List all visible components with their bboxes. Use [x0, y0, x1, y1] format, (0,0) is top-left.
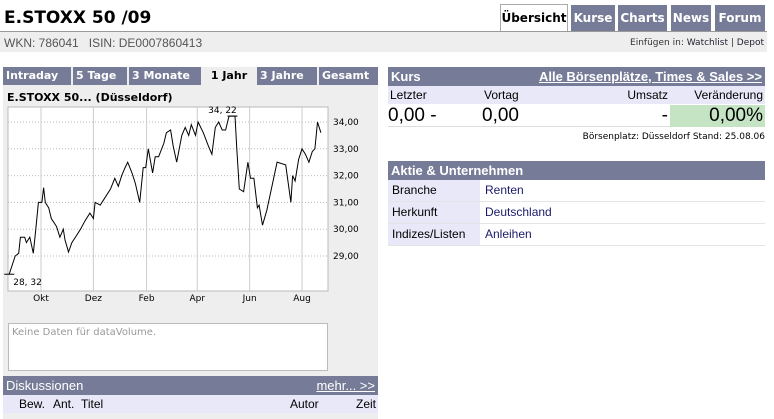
info-row-herkunft: Herkunft Deutschland: [388, 202, 765, 224]
watchlist-link[interactable]: Watchlist: [686, 38, 728, 48]
plot-area: [7, 106, 329, 292]
col-titel[interactable]: Titel: [81, 397, 104, 411]
chart-tab-1-jahr[interactable]: 1 Jahr: [203, 67, 255, 85]
row-label: Herkunft: [388, 202, 480, 223]
row-value-link[interactable]: Deutschland: [485, 205, 552, 219]
info-row-branche: Branche Renten: [388, 180, 765, 202]
row-value-link[interactable]: Anleihen: [485, 227, 532, 241]
row-label: Indizes/Listen: [388, 224, 480, 245]
discussions-columns: Bew. Ant. Titel Autor Zeit: [3, 395, 378, 413]
y-tick-label: 32,00: [333, 172, 359, 182]
value-veraenderung: 0,00%: [709, 105, 763, 126]
price-line: [8, 115, 322, 275]
more-discussions-link[interactable]: mehr... >>: [316, 378, 375, 393]
y-tick-label: 34,00: [333, 118, 359, 128]
kurs-values: 0,00 - 0,00 - 0,00%: [388, 104, 765, 127]
security-ids: WKN: 786041 ISIN: DE0007860413: [4, 36, 202, 50]
aktie-header: Aktie & Unternehmen: [388, 161, 765, 180]
label-vortag: Vortag: [484, 88, 519, 102]
all-exchanges-link[interactable]: Alle Börsenplätze, Times & Sales >>: [538, 69, 762, 84]
x-tick-label: Feb: [139, 294, 155, 304]
y-tick-label: 30,00: [333, 225, 359, 235]
id-bar: [0, 32, 767, 52]
chart-title: E.STOXX 50... (Düsseldorf): [7, 91, 173, 104]
tab-forum[interactable]: Forum: [715, 5, 765, 31]
kurs-header: Kurs Alle Börsenplätze, Times & Sales >>: [388, 67, 765, 86]
tab-uebersicht[interactable]: Übersicht: [500, 4, 568, 32]
chart-tab-5-tage[interactable]: 5 Tage: [73, 67, 127, 85]
info-row-indizes: Indizes/Listen Anleihen: [388, 224, 765, 246]
y-tick-label: 33,00: [333, 145, 359, 155]
chart-tab-3-jahre[interactable]: 3 Jahre: [257, 67, 317, 85]
divider: [0, 31, 767, 32]
aktie-title: Aktie & Unternehmen: [391, 163, 524, 178]
insert-label: Einfügen in:: [630, 38, 684, 48]
col-ant[interactable]: Ant.: [53, 397, 75, 411]
chart-tab-3-monate[interactable]: 3 Monate: [129, 67, 201, 85]
x-tick-label: Aug: [293, 294, 311, 304]
label-letzter: Letzter: [390, 88, 427, 102]
y-tick-label: 31,00: [333, 198, 359, 208]
x-tick-label: Okt: [33, 294, 49, 304]
row-label: Branche: [388, 180, 480, 201]
separator: |: [730, 38, 734, 48]
tab-news[interactable]: News: [671, 5, 711, 31]
label-veraenderung: Veränderung: [694, 88, 763, 102]
x-tick-label: Dez: [85, 294, 102, 304]
kurs-title: Kurs: [391, 69, 421, 84]
value-letzter: 0,00 -: [388, 105, 437, 126]
min-label: 28, 32: [13, 278, 42, 288]
x-tick-label: Jun: [242, 294, 257, 304]
col-autor[interactable]: Autor: [290, 397, 319, 411]
insert-links: Einfügen in: Watchlist | Depot: [630, 38, 764, 48]
max-label: 34, 22: [208, 106, 237, 116]
change-highlight: [670, 105, 765, 127]
x-tick-label: Apr: [189, 294, 205, 304]
col-bew[interactable]: Bew.: [19, 397, 46, 411]
label-umsatz: Umsatz: [627, 88, 668, 102]
tab-kurse[interactable]: Kurse: [571, 5, 615, 31]
kurs-labels: Letzter Vortag Umsatz Veränderung: [388, 86, 765, 104]
value-umsatz: -: [661, 105, 668, 126]
wkn: WKN: 786041: [4, 36, 79, 50]
tab-charts[interactable]: Charts: [618, 5, 667, 31]
row-value-link[interactable]: Renten: [485, 183, 524, 197]
page-title: E.STOXX 50 /09: [4, 8, 152, 28]
chart-tab-gesamt[interactable]: Gesamt: [319, 67, 378, 85]
discussions-title: Diskussionen: [6, 378, 84, 393]
volume-box: Keine Daten für dataVolume.: [8, 323, 328, 371]
value-vortag: 0,00: [482, 105, 519, 126]
col-zeit[interactable]: Zeit: [355, 397, 376, 411]
depot-link[interactable]: Depot: [736, 38, 764, 48]
discussions-header: Diskussionen mehr... >>: [3, 376, 378, 395]
exchange-status: Börsenplatz: Düsseldorf Stand: 25.08.06: [582, 132, 765, 142]
y-tick-label: 29,00: [333, 252, 359, 262]
isin: ISIN: DE0007860413: [88, 36, 203, 50]
chart-tab-intraday[interactable]: Intraday: [3, 67, 71, 85]
price-chart: Okt Dez Feb Apr Jun Aug 34,00 33,00 32,00 31,00 30…: [4, 106, 359, 304]
